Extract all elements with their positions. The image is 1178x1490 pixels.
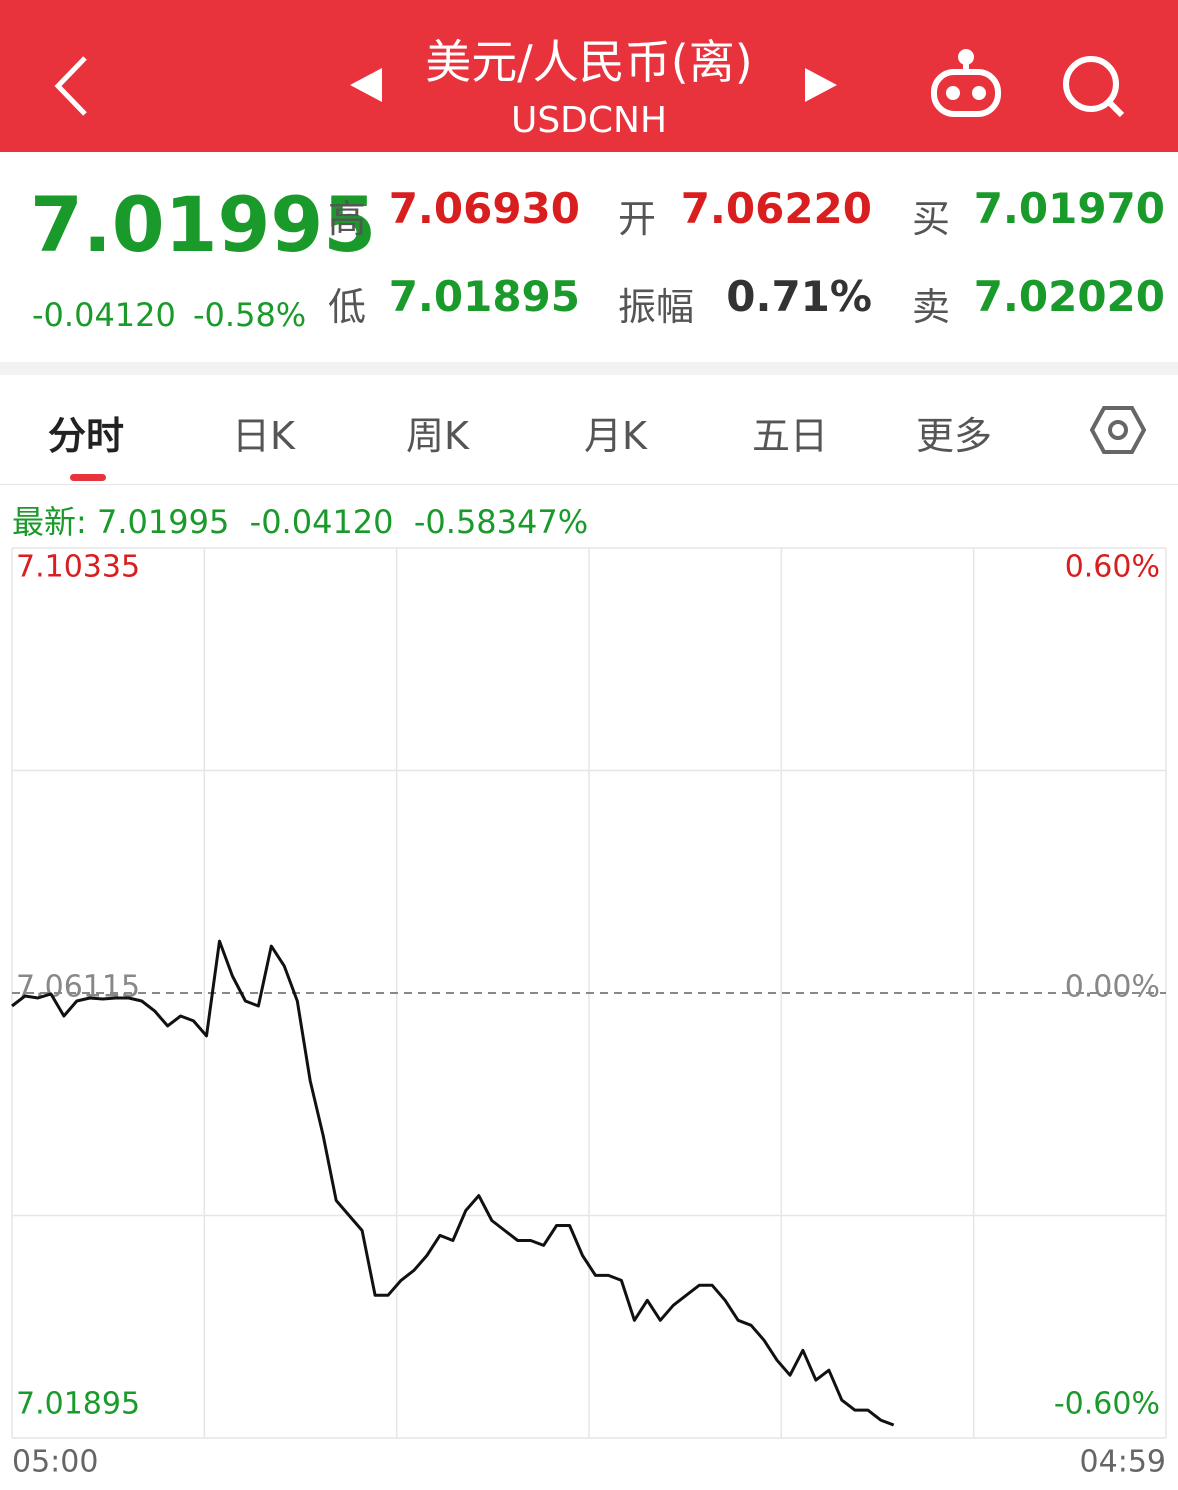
title: 美元/人民币(离)	[425, 35, 753, 89]
robot-icon[interactable]	[931, 49, 1001, 117]
latest-price: 7.01995	[96, 503, 230, 541]
tab[interactable]: 五日	[752, 414, 829, 458]
field-value: 7.01895	[388, 272, 580, 321]
field-value: 7.06930	[388, 184, 580, 233]
tab-underline	[70, 474, 106, 481]
back-icon[interactable]	[54, 56, 87, 116]
field-label: 振幅	[618, 285, 695, 329]
latest-label: 最新:	[12, 503, 87, 541]
field-value: 7.02020	[973, 272, 1165, 321]
y2-tick-label: -0.60%	[1054, 1387, 1160, 1422]
y2-tick-label: 0.60%	[1065, 550, 1160, 585]
tab[interactable]: 周K	[406, 414, 469, 458]
field-value: 7.06220	[680, 184, 872, 233]
divider	[0, 484, 1178, 485]
y-tick-label: 7.10335	[16, 550, 140, 585]
subtitle: USDCNH	[510, 100, 668, 141]
field-value: 0.71%	[726, 272, 872, 321]
field-label: 卖	[912, 285, 951, 329]
prev-icon[interactable]	[350, 68, 382, 102]
search-icon[interactable]	[1063, 56, 1125, 118]
latest-change: -0.04120	[249, 503, 394, 541]
y2-tick-label: 0.00%	[1065, 970, 1160, 1005]
latest-change-pct: -0.58347%	[413, 503, 589, 541]
y-tick-label: 7.01895	[16, 1387, 140, 1422]
separator	[0, 362, 1178, 375]
x-label: 05:00	[12, 1445, 98, 1480]
tab[interactable]: 更多	[916, 414, 993, 458]
header: 美元/人民币(离) USDCNH	[0, 0, 1178, 152]
x-label: 04:59	[1080, 1445, 1166, 1480]
price: 7.01995	[30, 180, 377, 269]
field-label: 开	[618, 197, 657, 241]
settings-icon[interactable]	[1090, 404, 1146, 456]
tab[interactable]: 月K	[584, 414, 647, 458]
latest: 最新: 7.01995 -0.04120 -0.58347%	[12, 497, 588, 543]
change-pct: -0.58%	[193, 296, 307, 334]
field-label: 高	[328, 197, 367, 241]
header-icons	[54, 49, 1125, 118]
tab[interactable]: 分时	[48, 414, 125, 458]
next-icon[interactable]	[805, 68, 837, 102]
price-line	[11, 939, 895, 1427]
field-label: 低	[328, 285, 367, 329]
field-label: 买	[912, 197, 951, 241]
tab[interactable]: 日K	[232, 414, 295, 458]
change: -0.04120	[32, 296, 176, 334]
field-value: 7.01970	[973, 184, 1165, 233]
